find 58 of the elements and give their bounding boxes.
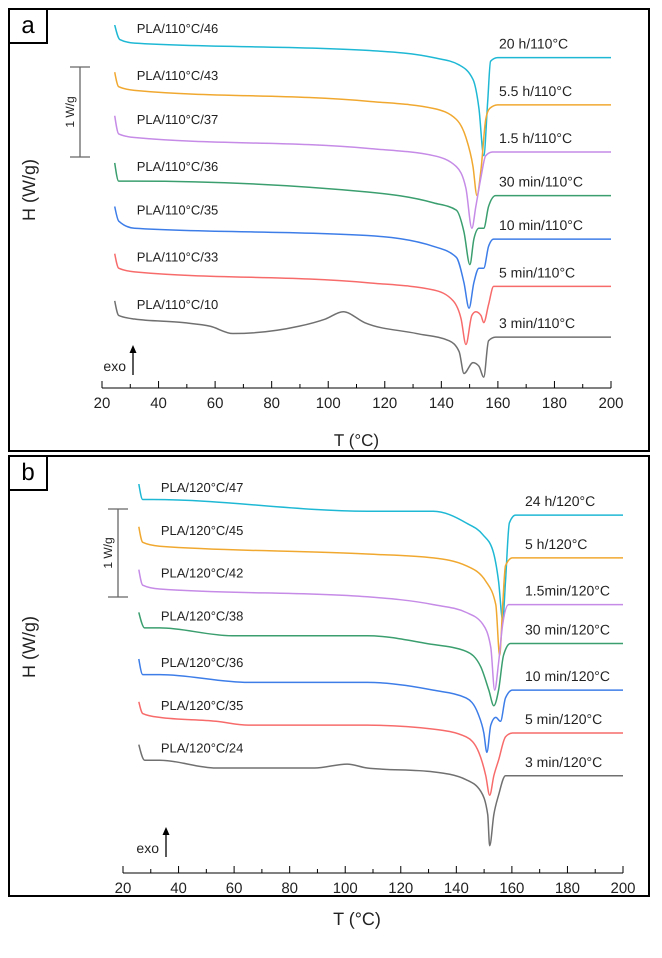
series-label: PLA/110°C/43 [136,68,218,84]
x-tick-label: 80 [263,395,280,412]
series-label: PLA/120°C/36 [160,655,244,670]
annotation: 3 min/120°C [525,754,602,770]
x-axis-title: T (°C) [334,431,380,450]
series-label: PLA/110°C/35 [136,202,218,218]
annotation: 30 min/120°C [525,621,610,638]
series-label: PLA/110°C/37 [136,112,218,127]
annotation: 5.5 h/110°C [499,82,572,99]
x-tick-label: 140 [444,880,469,897]
annotation: 20 h/110°C [499,36,568,52]
series-label: PLA/120°C/35 [160,698,244,713]
series-label: PLA/120°C/38 [160,608,244,624]
text: 1 W/g [101,537,115,569]
x-tick-label: 100 [316,395,341,412]
text: 1 W/g [63,96,77,128]
chart-title: b [10,457,48,491]
x-tick-label: 120 [388,880,414,897]
y-axis-title: H (W/g) [19,159,39,221]
x-tick-label: 40 [170,880,187,897]
annotation: 24 h/120°C [525,493,596,510]
annotation: 1.5 h/110°C [499,130,572,146]
x-tick-label: 140 [428,395,454,412]
x-tick-label: 60 [206,395,224,412]
x-tick-label: 40 [150,395,167,412]
x-tick-label: 60 [226,880,242,897]
series-label: PLA/120°C/45 [160,522,244,538]
annotation: 3 min/110°C [499,315,576,332]
series-label: PLA/110°C/33 [136,250,218,265]
annotation: exo [103,358,126,374]
annotation: 10 min/120°C [525,668,610,684]
x-tick-label: 180 [554,880,580,897]
x-tick-label: 20 [114,880,132,897]
annotation: 1.5min/120°C [525,582,610,599]
series-label: PLA/120°C/47 [160,480,244,495]
x-tick-label: 100 [332,880,358,897]
x-tick-label: 120 [372,395,398,412]
annotation: 5 min/110°C [499,264,576,280]
annotation: 5 min/120°C [525,710,602,727]
annotation: 30 min/110°C [499,174,583,190]
x-tick-label: 200 [610,880,636,897]
x-tick-label: 80 [281,880,298,897]
series-label: PLA/120°C/42 [160,566,244,581]
x-tick-label: 200 [598,395,624,412]
x-tick-label: 160 [499,880,524,897]
annotation: exo [136,840,160,856]
annotation: 5 h/120°C [525,536,588,552]
x-tick-label: 180 [542,395,567,412]
y-axis-title: H (W/g) [19,616,39,678]
x-tick-label: 20 [94,395,110,412]
x-tick-label: 160 [485,395,510,412]
annotation: 10 min/110°C [499,217,583,234]
series-label: PLA/120°C/24 [160,740,244,756]
series-label: PLA/110°C/36 [136,158,218,174]
series-label: PLA/110°C/46 [136,21,218,36]
chart-title: a [10,10,48,44]
series-label: PLA/110°C/10 [136,296,218,312]
x-axis-title: T (°C) [332,909,382,930]
